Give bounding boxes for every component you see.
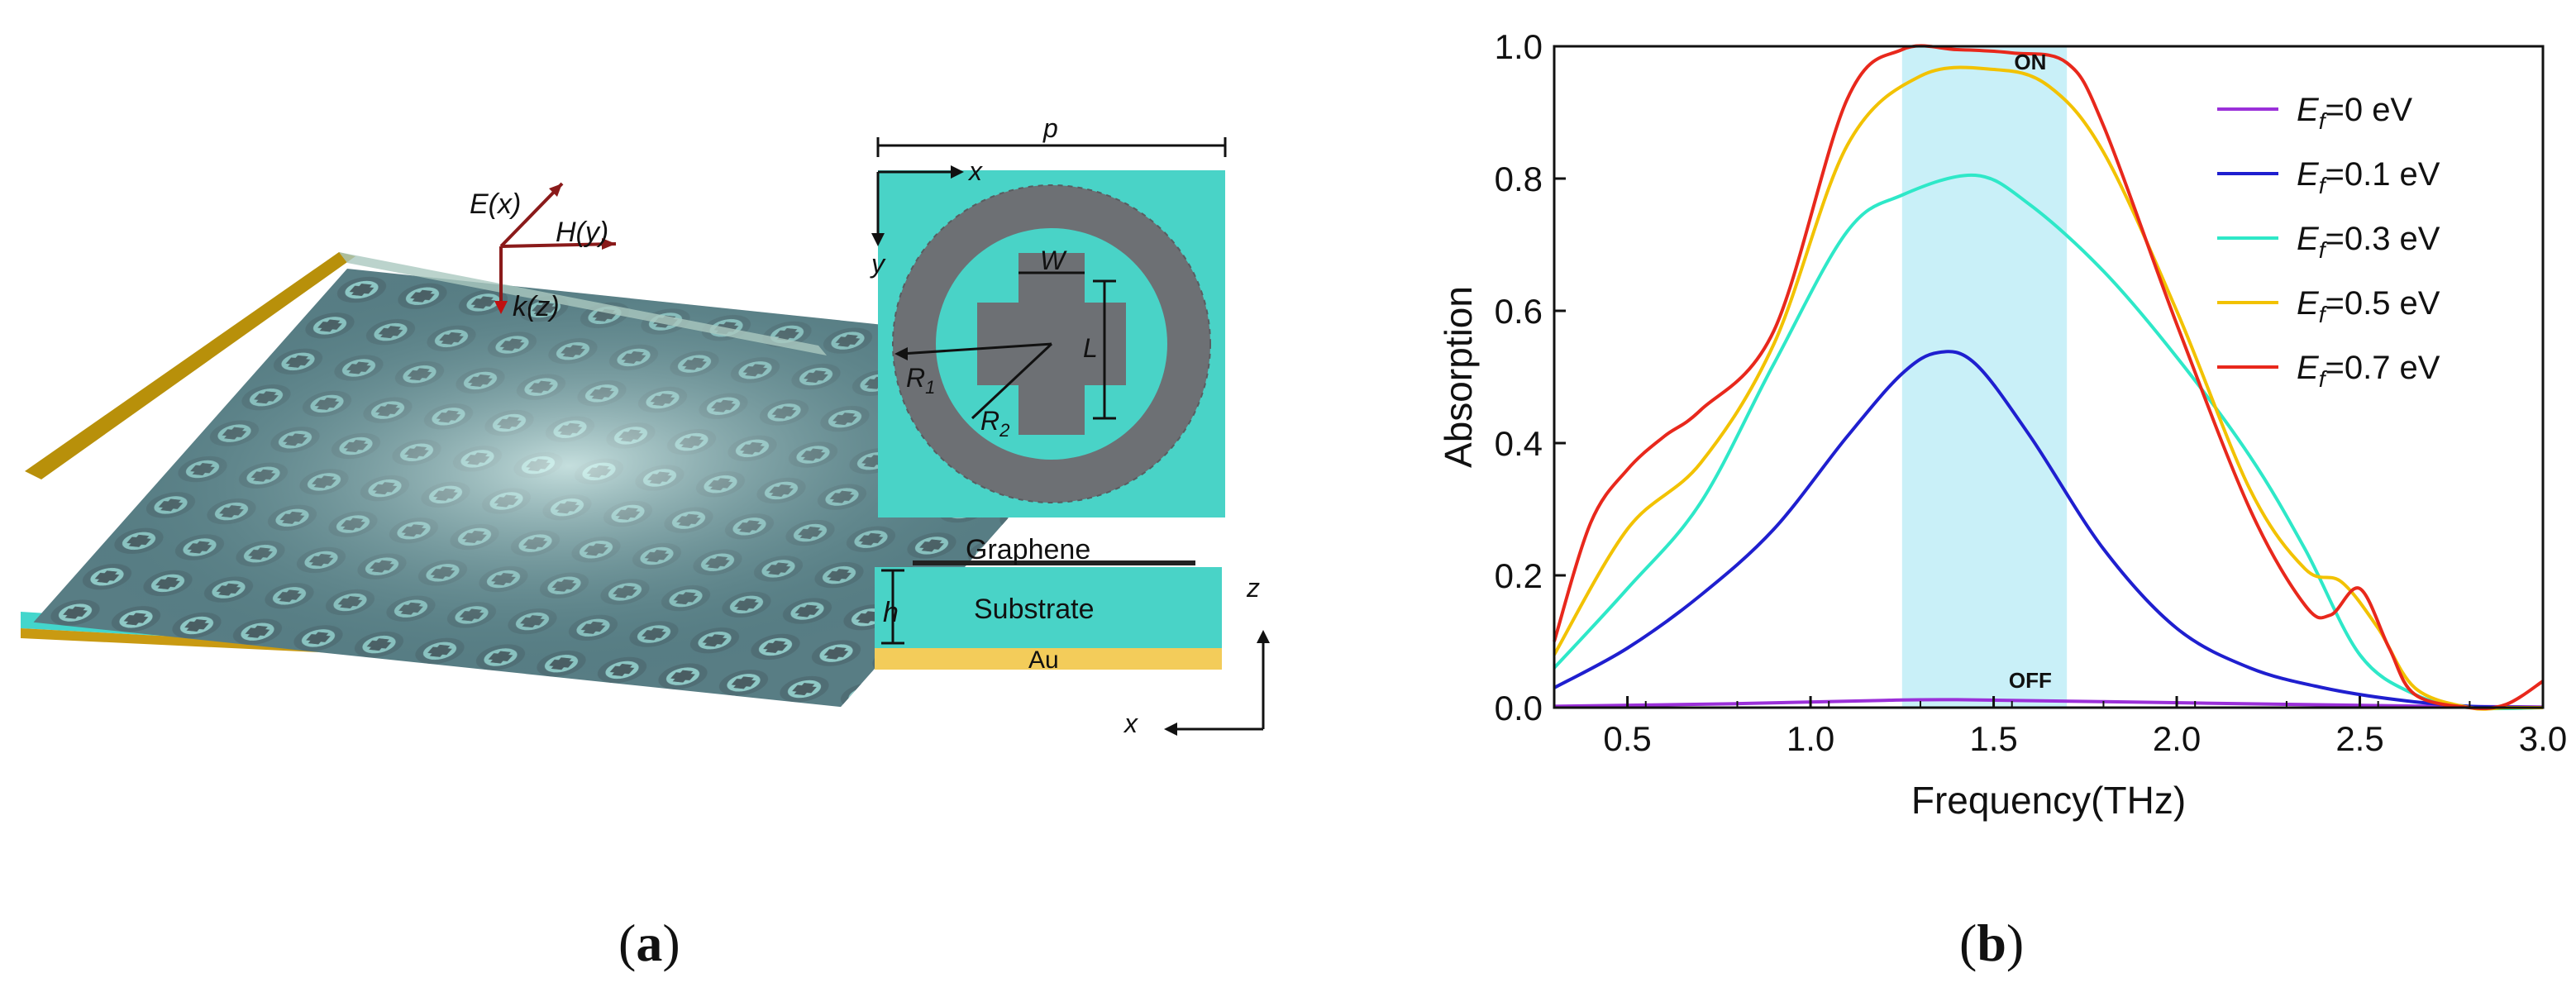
x-tick-label: 0.5 [1603, 719, 1651, 758]
gold-layer [875, 648, 1222, 670]
k-vector-label: k(z) [513, 291, 560, 322]
y-tick-label: 0.8 [1495, 160, 1543, 198]
x-axis-label: Frequency(THz) [1911, 779, 2186, 822]
plot-frame [1553, 45, 2545, 709]
unit-cell-top-view: p x y W L R1 [870, 113, 1227, 517]
e-field-label: E(x) [470, 188, 521, 220]
series-line-1 [1553, 350, 2544, 709]
wave-axes [494, 182, 617, 314]
graphene-label: Graphene [966, 534, 1090, 565]
x-tick-label: 1.5 [1969, 719, 2017, 758]
x-tick-label: 2.0 [2153, 719, 2201, 758]
substrate-label: Substrate [974, 594, 1095, 625]
r2-radius-line [971, 342, 1053, 420]
gold-edge [25, 252, 355, 479]
h-field-label: H(y) [556, 217, 608, 248]
legend-label-1: Ef=0.1 eV [2297, 156, 2440, 198]
au-label: Au [1028, 646, 1059, 674]
l-label: L [1083, 333, 1098, 363]
absorption-chart: 0.5 1.0 1.5 2.0 2.5 3.00.00.20.40.60.81.0 ON … [1437, 27, 2567, 972]
panel-b-caption: (b) [1959, 913, 2024, 972]
r1-radius-line [900, 342, 1052, 355]
cross-section-view: Graphene Substrate Au h z x [875, 534, 1270, 738]
series-line-4 [1553, 44, 2545, 711]
ticks-layer: 0.5 1.0 1.5 2.0 2.5 3.0 0.0 0.2 0.4 0.6 0.8 1.0 [1495, 27, 2568, 758]
panel-a-caption: (a) [618, 913, 680, 972]
cross-section-z-label: z [1246, 573, 1260, 603]
panel-a: E(x) H(y) k(z) p x y W [21, 113, 1270, 972]
off-annotation: OFF [2009, 668, 2052, 693]
legend-label-4: Ef=0.7 eV [2297, 350, 2440, 392]
y-tick-label: 0.0 [1495, 689, 1543, 727]
period-label: p [1042, 113, 1058, 143]
e-field-arrow [499, 182, 564, 248]
y-tick-label: 0.6 [1495, 292, 1543, 331]
surface-glow [33, 269, 1155, 708]
thickness-label: h [883, 597, 899, 628]
h-field-arrow [500, 242, 617, 248]
x-tick-label: 1.0 [1787, 719, 1834, 758]
legend: Ef=0 eV Ef=0.1 eV Ef=0.3 eV Ef=0.5 eV Ef=0.7… [2217, 92, 2440, 392]
r1-label: R1 [906, 363, 935, 398]
y-axis-label: Absorption [1437, 286, 1480, 468]
y-tick-label: 0.2 [1495, 556, 1543, 595]
on-annotation: ON [2014, 50, 2046, 74]
series-line-2 [1553, 173, 2544, 711]
highlight-band [1901, 46, 2068, 708]
slab-back-edge [339, 252, 827, 355]
legend-label-2: Ef=0.3 eV [2297, 221, 2440, 263]
unit-cell-x-label: x [967, 156, 983, 186]
x-tick-label: 2.5 [2335, 719, 2383, 758]
cross-section-x-label: x [1123, 708, 1138, 738]
legend-label-3: Ef=0.5 eV [2297, 285, 2440, 327]
metasurface-3d-illustration [21, 252, 1155, 708]
y-tick-label: 0.4 [1495, 424, 1543, 463]
unit-cell-y-label: y [870, 249, 886, 279]
w-label: W [1040, 246, 1067, 275]
legend-label-0: Ef=0 eV [2297, 92, 2412, 134]
x-tick-label: 3.0 [2519, 719, 2567, 758]
substrate-layer [875, 567, 1222, 648]
y-tick-label: 1.0 [1495, 27, 1543, 66]
r2-label: R2 [980, 406, 1009, 441]
